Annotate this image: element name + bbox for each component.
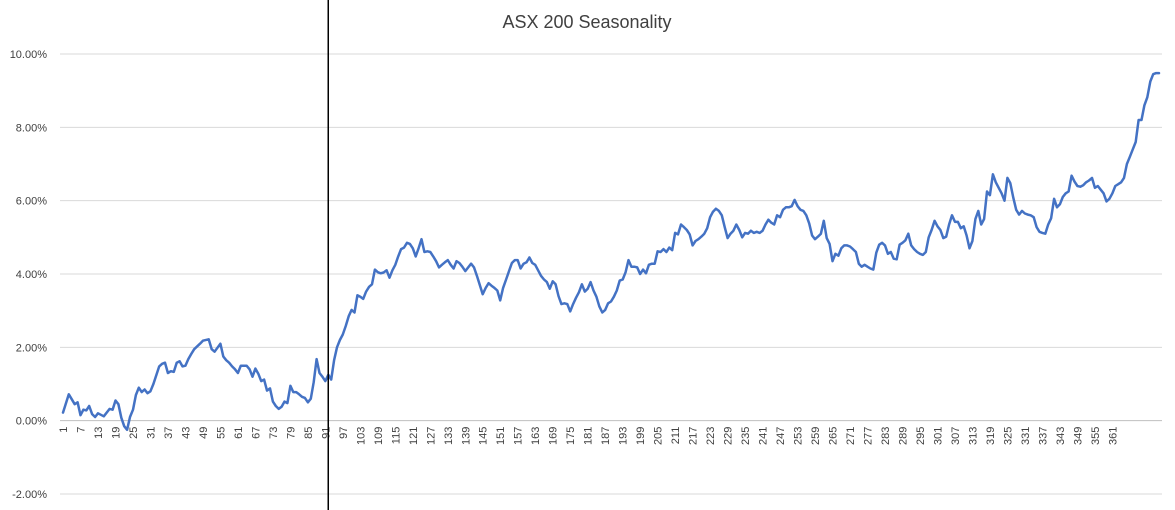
x-tick-label: 283	[880, 427, 892, 445]
x-tick-label: 253	[793, 427, 805, 445]
x-tick-label: 13	[93, 427, 105, 439]
x-tick-label: 241	[758, 427, 770, 445]
x-tick-label: 301	[932, 427, 944, 445]
x-tick-label: 133	[443, 427, 455, 445]
y-tick-label: 2.00%	[16, 342, 47, 354]
y-tick-label: 8.00%	[16, 122, 47, 134]
x-tick-label: 127	[425, 427, 437, 445]
x-tick-label: 49	[198, 427, 210, 439]
x-tick-label: 97	[338, 427, 350, 439]
x-tick-label: 181	[583, 427, 595, 445]
x-tick-label: 103	[355, 427, 367, 445]
y-tick-label: 0.00%	[16, 416, 47, 428]
x-tick-label: 235	[740, 427, 752, 445]
x-axis: 1 7 13 19 25 31 37 43 49 55 61 67 73 79 85 91 97 103 109 11…	[58, 427, 1119, 445]
x-tick-label: 37	[163, 427, 175, 439]
x-tick-label: 157	[513, 427, 525, 445]
x-tick-label: 193	[618, 427, 630, 445]
x-tick-label: 307	[950, 427, 962, 445]
x-tick-label: 331	[1020, 427, 1032, 445]
chart-title: ASX 200 Seasonality	[502, 12, 671, 32]
x-tick-label: 7	[75, 427, 87, 433]
x-tick-label: 295	[915, 427, 927, 445]
y-tick-label: 10.00%	[10, 49, 48, 61]
x-tick-label: 145	[478, 427, 490, 445]
y-tick-label: 6.00%	[16, 196, 47, 208]
x-tick-label: 319	[985, 427, 997, 445]
x-tick-label: 313	[967, 427, 979, 445]
y-tick-label: 4.00%	[16, 269, 47, 281]
x-tick-label: 43	[180, 427, 192, 439]
x-tick-label: 109	[373, 427, 385, 445]
x-tick-label: 289	[897, 427, 909, 445]
x-tick-label: 19	[110, 427, 122, 439]
x-tick-label: 85	[303, 427, 315, 439]
x-tick-label: 187	[600, 427, 612, 445]
x-tick-label: 199	[635, 427, 647, 445]
gridlines	[60, 53, 1162, 495]
x-tick-label: 265	[828, 427, 840, 445]
x-tick-label: 355	[1090, 427, 1102, 445]
x-tick-label: 271	[845, 427, 857, 445]
x-tick-label: 349	[1072, 427, 1084, 445]
x-tick-label: 61	[233, 427, 245, 439]
x-tick-label: 139	[460, 427, 472, 445]
x-tick-label: 31	[145, 427, 157, 439]
x-tick-label: 163	[530, 427, 542, 445]
x-tick-label: 217	[688, 427, 700, 445]
x-tick-label: 1	[58, 427, 70, 433]
series-group	[61, 71, 1161, 432]
x-tick-label: 361	[1107, 427, 1119, 445]
y-axis-tick-labels: -2.00% 0.00% 2.00% 4.00% 6.00% 8.00% 10.00%	[10, 49, 48, 501]
x-tick-label: 55	[215, 427, 227, 439]
x-tick-label: 229	[723, 427, 735, 445]
x-tick-label: 91	[320, 427, 332, 439]
x-tick-label: 325	[1002, 427, 1014, 445]
x-tick-label: 211	[670, 427, 682, 445]
x-tick-label: 115	[390, 427, 402, 445]
x-tick-label: 259	[810, 427, 822, 445]
x-tick-label: 169	[548, 427, 560, 445]
x-tick-label: 25	[128, 427, 140, 439]
x-tick-label: 343	[1055, 427, 1067, 445]
series-line	[61, 71, 1161, 432]
x-tick-label: 151	[495, 427, 507, 445]
x-tick-label: 205	[653, 427, 665, 445]
x-tick-label: 73	[268, 427, 280, 439]
x-tick-label: 121	[408, 427, 420, 445]
x-tick-label: 67	[250, 427, 262, 439]
x-tick-label: 337	[1037, 427, 1049, 445]
x-tick-label: 175	[565, 427, 577, 445]
x-tick-label: 277	[863, 427, 875, 445]
y-tick-label: -2.00%	[12, 489, 47, 501]
x-tick-label: 79	[285, 427, 297, 439]
x-tick-label: 223	[705, 427, 717, 445]
x-tick-label: 247	[775, 427, 787, 445]
